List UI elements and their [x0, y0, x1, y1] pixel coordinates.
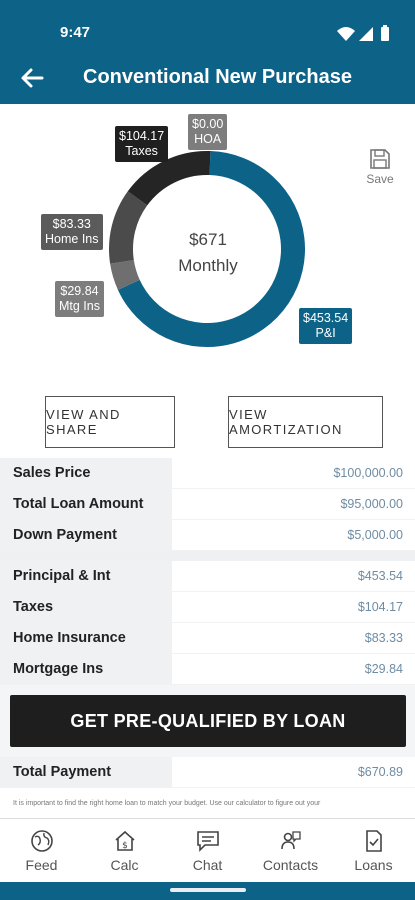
home-ins-amount: $83.33: [52, 217, 91, 231]
save-label: Save: [366, 172, 394, 186]
row-value[interactable]: $5,000.00: [172, 520, 415, 550]
row-value[interactable]: $83.33: [172, 623, 415, 653]
row-label: Down Payment: [0, 520, 172, 550]
nav-contacts[interactable]: Contacts: [249, 819, 332, 882]
pi-name: P&I: [315, 326, 336, 340]
donut-slice-home-ins: [109, 191, 148, 264]
nav-label: Feed: [25, 857, 58, 873]
save-button[interactable]: Save: [363, 148, 397, 186]
row-label: Sales Price: [0, 458, 172, 488]
contacts-icon: [280, 831, 301, 850]
view-amortization-button[interactable]: VIEW AMORTIZATION: [228, 396, 383, 448]
total-table: Total Payment $670.89: [0, 757, 415, 788]
home-ins-tag: $83.33 Home Ins: [41, 214, 103, 250]
nav-label: Calc: [110, 857, 139, 873]
table-row: Mortgage Ins $29.84: [0, 654, 415, 685]
taxes-name: Taxes: [125, 144, 158, 158]
get-pre-qualified-button[interactable]: GET PRE-QUALIFIED BY LOAN: [10, 695, 406, 747]
donut-slice-p-i: [117, 151, 305, 347]
row-label: Total Loan Amount: [0, 489, 172, 519]
app-header: 9:47 Conventional New Purchase: [0, 0, 415, 104]
row-value[interactable]: $29.84: [172, 654, 415, 684]
document-check-icon: [365, 830, 382, 852]
section-divider: [0, 551, 415, 561]
total-label: Total Payment: [0, 757, 172, 787]
taxes-tag: $104.17 Taxes: [115, 126, 169, 162]
row-value[interactable]: $95,000.00: [172, 489, 415, 519]
home-ins-name: Home Ins: [45, 232, 99, 246]
nav-chat[interactable]: Chat: [166, 819, 249, 882]
table-row: Down Payment $5,000.00: [0, 520, 415, 551]
hoa-name: HOA: [194, 132, 222, 146]
table-row: Taxes $104.17: [0, 592, 415, 623]
chart-center-amount: $671: [189, 230, 227, 249]
nav-feed[interactable]: Feed: [0, 819, 83, 882]
pi-tag: $453.54 P&I: [299, 308, 353, 344]
payment-breakdown-table: Principal & Int $453.54 Taxes $104.17 Ho…: [0, 561, 415, 685]
table-row: Home Insurance $83.33: [0, 623, 415, 654]
mtg-ins-tag: $29.84 Mtg Ins: [55, 281, 104, 317]
pi-amount: $453.54: [303, 311, 349, 325]
system-gesture-bar: [0, 882, 415, 900]
row-label: Taxes: [0, 592, 172, 622]
save-icon: [370, 149, 390, 169]
payment-chart: $671 Monthly $104.17 Taxes $0.00 HOA $83…: [0, 104, 415, 454]
page-title: Conventional New Purchase: [83, 66, 352, 88]
hoa-tag: $0.00 HOA: [188, 114, 228, 150]
row-value: $453.54: [172, 561, 415, 591]
status-icons: [337, 25, 389, 41]
chat-icon: [196, 831, 219, 852]
mtg-ins-name: Mtg Ins: [59, 299, 100, 313]
house-dollar-icon: $: [114, 830, 135, 851]
donut-chart: [109, 151, 305, 347]
table-row: Total Loan Amount $95,000.00: [0, 489, 415, 520]
row-label: Principal & Int: [0, 561, 172, 591]
row-label: Home Insurance: [0, 623, 172, 653]
total-row: Total Payment $670.89: [0, 757, 415, 788]
status-time: 9:47: [60, 24, 91, 41]
total-value: $670.89: [172, 757, 415, 787]
row-value[interactable]: $100,000.00: [172, 458, 415, 488]
nav-loans[interactable]: Loans: [332, 819, 415, 882]
donut-slice-taxes: [127, 151, 211, 206]
bottom-nav: Feed $ Calc Chat Contacts Loans: [0, 818, 415, 882]
chart-center-label: Monthly: [178, 256, 238, 275]
nav-calc[interactable]: $ Calc: [83, 819, 166, 882]
taxes-amount: $104.17: [119, 129, 165, 143]
loan-details-table: Sales Price $100,000.00 Total Loan Amoun…: [0, 458, 415, 551]
nav-label: Loans: [354, 857, 393, 873]
disclaimer-text: It is important to find the right home l…: [13, 800, 321, 807]
hoa-amount: $0.00: [192, 117, 224, 131]
view-and-share-button[interactable]: VIEW AND SHARE: [45, 396, 175, 448]
table-row: Sales Price $100,000.00: [0, 458, 415, 489]
row-label: Mortgage Ins: [0, 654, 172, 684]
back-arrow-icon[interactable]: [16, 64, 48, 92]
donut-slice-mtg-ins: [110, 259, 140, 290]
row-value[interactable]: $104.17: [172, 592, 415, 622]
nav-label: Contacts: [262, 857, 319, 873]
home-indicator[interactable]: [170, 888, 246, 892]
nav-label: Chat: [192, 857, 223, 873]
mtg-ins-amount: $29.84: [60, 284, 99, 298]
globe-icon: [30, 830, 53, 852]
table-row: Principal & Int $453.54: [0, 561, 415, 592]
svg-text:$: $: [122, 841, 128, 851]
